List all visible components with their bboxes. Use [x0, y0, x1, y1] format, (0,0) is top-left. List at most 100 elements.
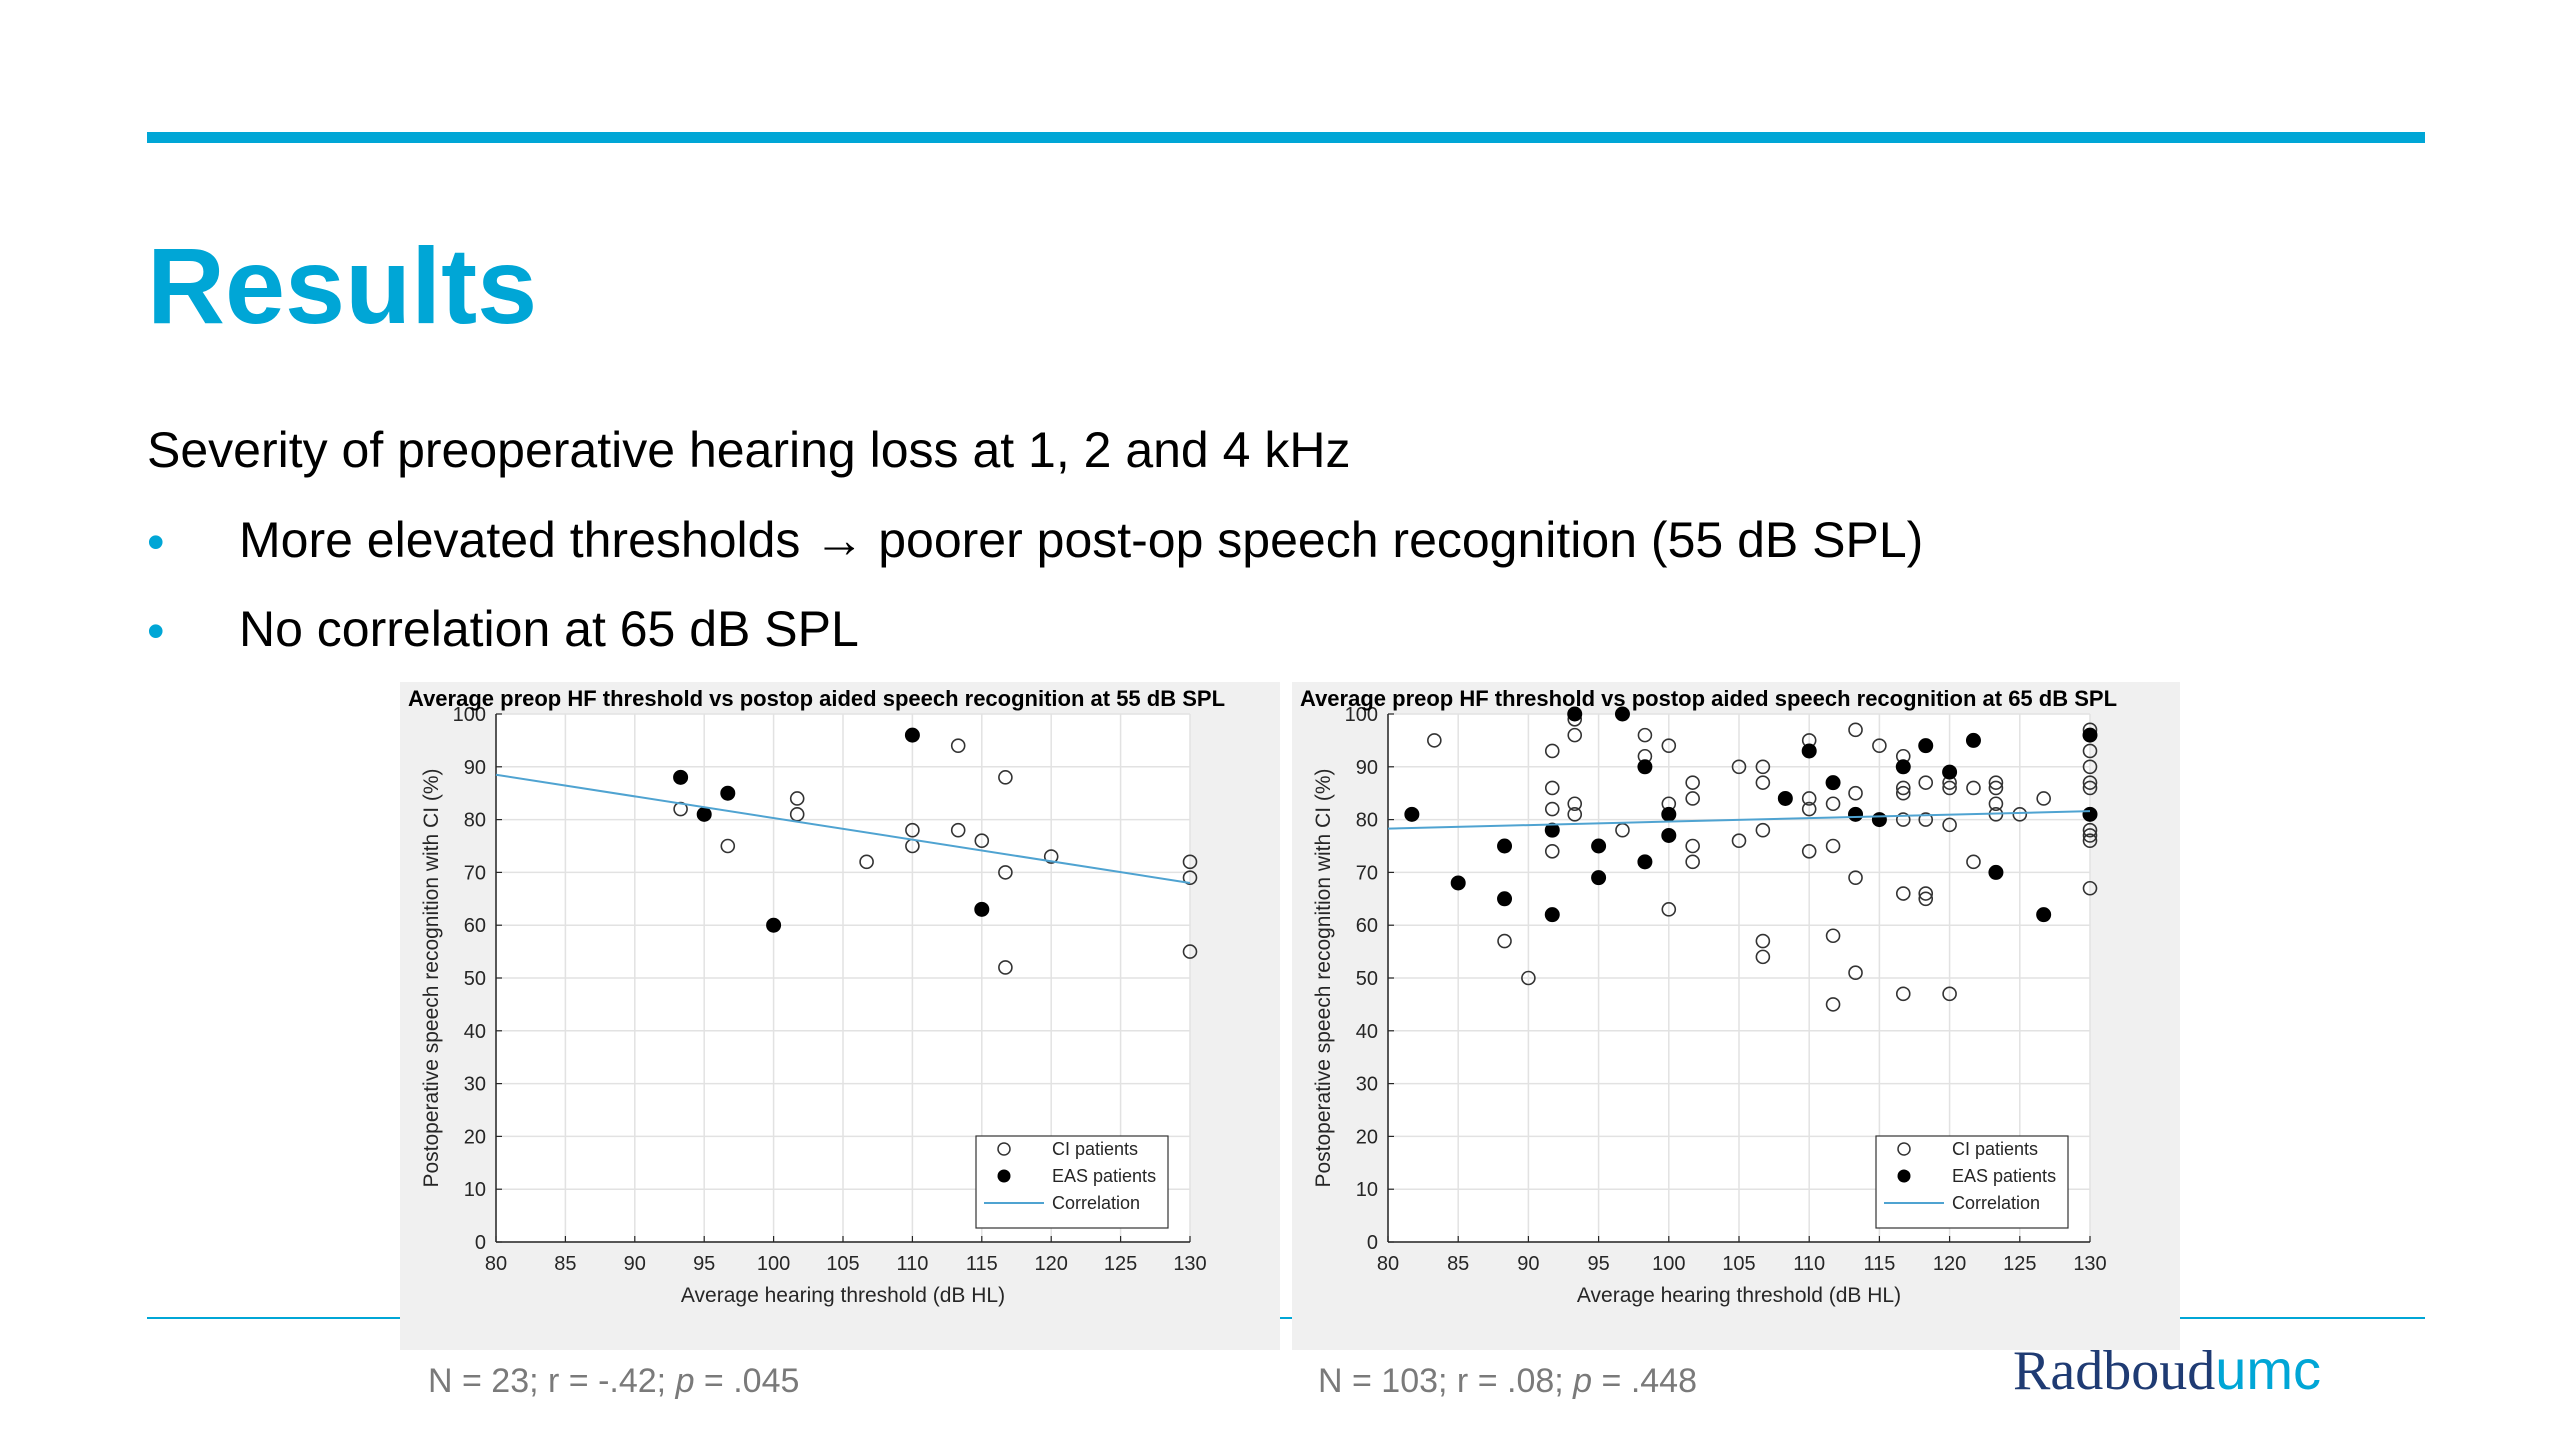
- ci-patient-point: [1182, 854, 1198, 870]
- ci-patient-point: [1544, 843, 1560, 859]
- ci-patient-point: [998, 960, 1013, 975]
- y-tick-label: 20: [1356, 1126, 1378, 1148]
- x-tick-label: 110: [1793, 1253, 1825, 1275]
- ci-patient-point: [2082, 780, 2098, 796]
- ci-patient-point: [2082, 833, 2098, 849]
- legend-eas-marker: [997, 1169, 1011, 1183]
- ci-patient-point: [2036, 791, 2051, 806]
- x-tick-label: 95: [693, 1253, 715, 1275]
- ci-patient-point: [1848, 785, 1863, 801]
- ci-patient-point: [1544, 780, 1560, 796]
- ci-patient-point: [1848, 870, 1863, 885]
- eas-patient-point: [1614, 706, 1630, 722]
- ci-patient-point: [789, 791, 805, 806]
- ci-patient-point: [1966, 854, 1981, 870]
- x-tick-label: 120: [1933, 1253, 1966, 1275]
- ci-patient-point: [720, 838, 736, 854]
- eas-patient-point: [1591, 838, 1607, 854]
- y-tick-label: 10: [1356, 1179, 1378, 1201]
- eas-patient-point: [696, 806, 712, 822]
- x-tick-label: 125: [2003, 1253, 2036, 1275]
- ci-patient-point: [1895, 780, 1911, 796]
- correlation-line: [495, 773, 1191, 884]
- ci-patient-point: [1918, 812, 1934, 827]
- ci-patient-point: [1182, 870, 1198, 885]
- eas-patient-point: [1404, 806, 1420, 822]
- radboudumc-logo: Radboudumc: [2013, 1340, 2321, 1402]
- ci-patient-point: [1895, 812, 1911, 827]
- bullet-marker: •: [147, 514, 165, 570]
- ci-patient-point: [1755, 759, 1771, 775]
- chart-55db: 80 85 90 95 100 105 110 115 120 125 130 0 10 20 30 40 50…: [400, 682, 1280, 1350]
- ci-patient-point: [2082, 880, 2098, 896]
- eas-patient-point: [1567, 706, 1583, 722]
- ci-patient-point: [1661, 902, 1677, 917]
- ci-patient-point: [1918, 891, 1934, 907]
- eas-patient-point: [720, 785, 736, 801]
- ci-patient-point: [1825, 997, 1841, 1012]
- ci-patient-point: [1685, 775, 1700, 790]
- ci-patient-point: [1825, 796, 1841, 812]
- ci-patient-point: [1567, 727, 1583, 743]
- eas-patient-point: [1942, 764, 1958, 780]
- ci-patient-point: [2082, 775, 2098, 790]
- ci-patient-point: [905, 822, 920, 838]
- eas-patient-point: [1497, 891, 1513, 907]
- eas-patient-point: [1895, 759, 1911, 775]
- eas-patient-point: [1591, 870, 1607, 886]
- eas-patient-point: [1544, 822, 1560, 838]
- ci-patient-point: [1685, 838, 1700, 854]
- stats-right: N = 103; r = .08; p = .448: [1318, 1362, 1697, 1401]
- eas-patient-point: [1918, 738, 1934, 754]
- x-tick-label: 115: [1863, 1253, 1895, 1275]
- ci-patient-point: [1988, 775, 2004, 790]
- eas-patient-point: [2082, 806, 2098, 822]
- ci-patient-point: [1661, 738, 1677, 753]
- ci-patient-point: [1182, 944, 1198, 959]
- ci-patient-point: [950, 822, 966, 838]
- bottom-accent-line: [147, 1317, 2425, 1319]
- y-tick-label: 40: [464, 1021, 486, 1043]
- scatter-chart-55db: 80 85 90 95 100 105 110 115 120 125 130 0 10 20 30 40 50…: [400, 682, 1280, 1350]
- bullet-marker: •: [147, 603, 165, 659]
- y-tick-label: 90: [1356, 757, 1378, 779]
- y-tick-label: 100: [453, 704, 486, 726]
- x-axis-label: Average hearing threshold (dB HL): [1577, 1284, 1901, 1307]
- stats-left: N = 23; r = -.42; p = .045: [428, 1362, 799, 1401]
- ci-patient-point: [859, 854, 874, 870]
- eas-patient-point: [1871, 812, 1887, 828]
- x-tick-label: 130: [1173, 1253, 1206, 1275]
- stats-left-p-label: p: [675, 1362, 695, 1400]
- stats-right-p-value: = .448: [1592, 1362, 1697, 1400]
- legend-box: [1875, 1135, 2069, 1229]
- eas-patient-point: [1497, 838, 1513, 854]
- y-tick-label: 0: [475, 1232, 486, 1254]
- ci-patient-point: [2082, 822, 2098, 838]
- eas-patient-point: [1661, 806, 1677, 822]
- ci-patient-point: [998, 865, 1013, 880]
- ci-patient-point: [1755, 775, 1771, 790]
- y-tick-label: 80: [464, 810, 486, 832]
- legend-label: EAS patients: [1052, 1166, 1156, 1186]
- y-tick-label: 40: [1356, 1021, 1378, 1043]
- logo-part2: umc: [2215, 1338, 2322, 1401]
- y-tick-label: 60: [464, 915, 486, 937]
- ci-patient-point: [1801, 801, 1817, 817]
- x-tick-label: 130: [2073, 1253, 2106, 1275]
- ci-patient-point: [1895, 986, 1911, 1002]
- y-tick-label: 30: [1356, 1074, 1378, 1096]
- y-axis-label: Postoperative speech recognition with CI…: [420, 768, 443, 1187]
- eas-patient-point: [904, 727, 920, 743]
- y-tick-label: 60: [1356, 915, 1378, 937]
- x-axis-label: Average hearing threshold (dB HL): [681, 1284, 1005, 1307]
- y-tick-label: 0: [1367, 1232, 1378, 1254]
- x-tick-label: 115: [966, 1253, 998, 1275]
- legend-eas-marker: [1897, 1169, 1911, 1183]
- x-tick-label: 100: [757, 1253, 790, 1275]
- logo-part1: Radboud: [2013, 1340, 2216, 1402]
- y-axis-label: Postoperative speech recognition with CI…: [1312, 768, 1335, 1187]
- eas-patient-point: [1801, 743, 1817, 759]
- legend-ci-marker: [1897, 1142, 1911, 1156]
- eas-patient-point: [1544, 907, 1560, 923]
- ci-patient-point: [1942, 780, 1957, 796]
